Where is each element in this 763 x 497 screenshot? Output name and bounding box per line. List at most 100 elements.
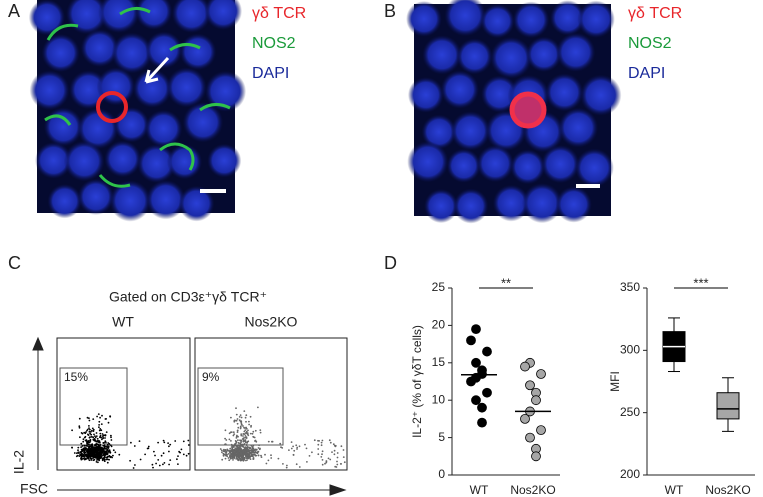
flow-event (259, 431, 262, 434)
nucleus (178, 185, 215, 222)
flow-event (243, 443, 246, 445)
flow-event (237, 442, 240, 444)
flow-event (248, 420, 250, 423)
flow-event (163, 462, 166, 464)
flow-event (230, 449, 232, 452)
flow-event (81, 445, 84, 447)
flow-event (105, 418, 107, 420)
flow-event (298, 445, 301, 448)
flow-event (130, 441, 132, 444)
flow-event (250, 444, 253, 447)
flow-event (81, 458, 83, 461)
flow-event (236, 418, 239, 420)
nucleus (29, 70, 70, 111)
flow-event (318, 440, 320, 442)
legend-text: DAPI (628, 65, 665, 82)
nucleus (456, 38, 493, 75)
flow-event (105, 452, 107, 455)
flow-event (87, 451, 89, 454)
nucleus (111, 32, 153, 74)
flow-event (97, 447, 100, 450)
nucleus (109, 180, 151, 222)
nucleus (526, 36, 562, 73)
flow-event (321, 453, 323, 456)
flow-event (336, 456, 339, 459)
flow-event (88, 446, 91, 449)
flow-event (105, 446, 107, 448)
nucleus (146, 179, 186, 220)
flow-event (99, 443, 102, 446)
flow-event (83, 436, 86, 439)
nucleus (135, 0, 173, 30)
flow-event (109, 415, 111, 417)
legend-text: DAPI (252, 65, 289, 82)
flow-event (340, 445, 343, 448)
flow-event (230, 452, 233, 455)
flow-event (96, 457, 99, 460)
flow-event (329, 441, 332, 444)
flow-event (239, 426, 242, 428)
flow-event (258, 444, 260, 447)
flow-event (110, 439, 113, 441)
flow-event (185, 454, 188, 457)
flow-event (244, 435, 247, 437)
flow-event (250, 426, 252, 428)
flow-event (92, 430, 95, 432)
flow-event (108, 443, 111, 445)
flow-event (94, 444, 96, 447)
nos2-stain (119, 7, 151, 16)
flow-event (90, 452, 93, 455)
flow-event (95, 451, 98, 454)
flow-event (100, 429, 103, 432)
data-dot (482, 387, 492, 398)
flow-event (162, 439, 165, 442)
flow-event (320, 456, 323, 458)
flow-event (311, 451, 313, 454)
flow-event (157, 459, 160, 461)
flow-event (96, 415, 98, 418)
flow-event (235, 437, 238, 439)
flow-event (95, 455, 98, 458)
flow-event (235, 407, 237, 410)
flow-event (243, 410, 246, 412)
y-tick-label: 5 (438, 430, 445, 444)
flow-event (95, 440, 97, 443)
nucleus (480, 3, 515, 39)
flow-event (282, 463, 284, 465)
flow-event (80, 457, 82, 460)
panel-label: B (384, 1, 396, 21)
tcr-stain (96, 91, 128, 123)
y-arrow (32, 336, 44, 470)
flow-event (252, 430, 255, 433)
flow-event (234, 452, 237, 455)
flow-event (320, 441, 323, 444)
flow-event (251, 449, 254, 452)
flow-event (98, 455, 101, 457)
flow-event (317, 448, 320, 450)
flow-event (242, 444, 244, 447)
flow-event (147, 447, 150, 450)
flow-event (336, 452, 339, 454)
flow-event (252, 445, 255, 447)
flow-event (94, 435, 96, 437)
flow-event (236, 451, 239, 454)
flow-event (317, 443, 320, 446)
flow-events (71, 406, 346, 469)
flow-event (100, 449, 103, 452)
flow-event (240, 440, 243, 443)
flow-event (151, 463, 154, 466)
flow-event (94, 436, 97, 439)
flow-event (231, 457, 234, 459)
flow-event (76, 452, 78, 455)
flow-event (235, 413, 238, 416)
data-dot (520, 413, 530, 424)
flow-event (257, 454, 260, 457)
flow-event (249, 432, 252, 435)
flow-event (89, 438, 92, 441)
flow-event (242, 435, 244, 437)
flow-event (78, 417, 81, 420)
micrograph (28, 0, 247, 222)
flow-event (313, 439, 316, 442)
flow-event (234, 447, 237, 450)
flow-event (238, 419, 241, 422)
